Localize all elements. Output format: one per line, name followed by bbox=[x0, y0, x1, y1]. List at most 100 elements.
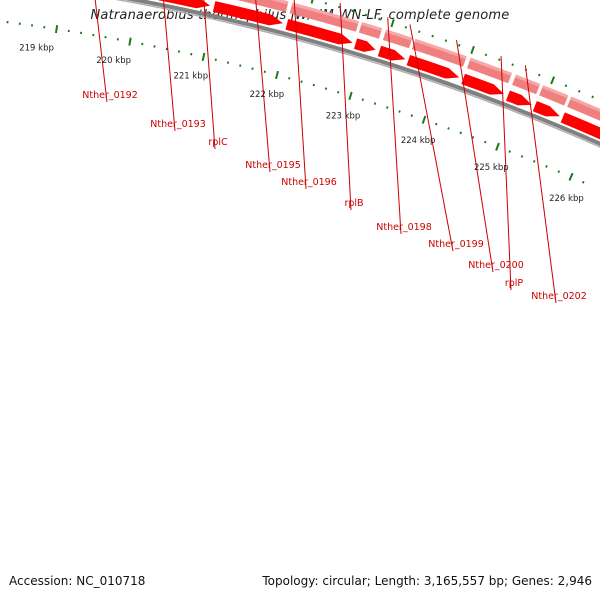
scale-tick bbox=[54, 24, 59, 34]
scale-tick bbox=[351, 9, 354, 13]
scale-tick bbox=[511, 63, 514, 67]
scale-tick bbox=[348, 91, 353, 101]
gene-arrow bbox=[560, 112, 600, 140]
gene-leader-line bbox=[409, 24, 454, 252]
gene-label[interactable]: Nther_0198 bbox=[376, 222, 432, 233]
gene-leader-line bbox=[203, 0, 216, 150]
scale-label: 223 kbp bbox=[326, 112, 361, 122]
gene-label[interactable]: rplP bbox=[505, 278, 524, 289]
outer-gene-segment bbox=[467, 57, 512, 84]
scale-tick bbox=[226, 61, 230, 64]
scale-tick bbox=[310, 0, 314, 4]
gene-label[interactable]: Nther_0196 bbox=[281, 177, 337, 188]
gene-leader-line bbox=[94, 0, 108, 103]
scale-tick bbox=[498, 58, 501, 62]
gene-arrow bbox=[212, 1, 283, 26]
scale-tick bbox=[470, 45, 475, 55]
gene-arrow bbox=[406, 54, 460, 79]
inner-tick-row bbox=[6, 20, 585, 184]
gene-leader-line bbox=[339, 3, 352, 211]
outer-gene-segment bbox=[539, 85, 569, 106]
gene-label[interactable]: Nther_0193 bbox=[150, 119, 206, 130]
scale-tick bbox=[550, 76, 556, 85]
scale-label: 219 kbp bbox=[19, 43, 54, 53]
outer-gene-highlight bbox=[542, 85, 569, 99]
scale-tick bbox=[431, 34, 434, 38]
outer-gene-segment bbox=[567, 96, 600, 121]
gene-label[interactable]: Nther_0200 bbox=[468, 260, 524, 271]
scale-tick bbox=[484, 53, 488, 57]
outer-gene-segment bbox=[382, 29, 413, 49]
gene-leader-line bbox=[456, 39, 494, 273]
scale-tick bbox=[404, 26, 408, 29]
outer-gene-segment bbox=[411, 38, 467, 67]
scale-tick bbox=[578, 89, 581, 93]
gene-label[interactable]: Nther_0202 bbox=[531, 291, 587, 302]
scale-tick bbox=[263, 70, 266, 74]
scale-tick bbox=[288, 76, 291, 80]
gene-label[interactable]: rplC bbox=[208, 137, 228, 148]
scale-tick bbox=[338, 5, 341, 9]
scale-tick bbox=[447, 127, 450, 130]
scale-tick bbox=[201, 52, 206, 62]
scale-tick bbox=[300, 80, 303, 83]
scale-tick bbox=[564, 84, 568, 88]
scale-tick bbox=[591, 95, 594, 99]
scale-tick bbox=[421, 115, 427, 124]
gene-label[interactable]: Nther_0192 bbox=[82, 90, 138, 101]
outer-gene-highlight bbox=[270, 0, 289, 5]
scale-tick bbox=[373, 102, 377, 105]
outer-gene-highlight bbox=[361, 22, 383, 32]
scale-tick bbox=[239, 64, 242, 67]
scale-label: 222 kbp bbox=[250, 90, 285, 100]
scale-label: 226 kbp bbox=[549, 194, 584, 204]
outer-gene-highlight bbox=[570, 96, 600, 113]
scale-tick bbox=[545, 165, 548, 168]
scale-tick bbox=[418, 30, 421, 34]
outer-gene-highlight bbox=[385, 29, 413, 41]
gene-leader-line bbox=[293, 0, 307, 190]
genome-backbone bbox=[114, 0, 600, 148]
gene-leader-line bbox=[500, 56, 512, 291]
scale-tick bbox=[508, 150, 511, 153]
genome-summary: Topology: circular; Length: 3,165,557 bp… bbox=[262, 574, 592, 588]
gene-leader-line bbox=[255, 0, 271, 173]
accession-text: Accession: NC_010718 bbox=[9, 574, 146, 588]
gene-leader-line bbox=[387, 17, 402, 235]
scale-tick bbox=[484, 140, 487, 144]
gene-arrow bbox=[505, 90, 532, 106]
scale-tick bbox=[410, 114, 413, 117]
scale-label: 224 kbp bbox=[401, 136, 436, 146]
scale-label: 220 kbp bbox=[96, 56, 131, 66]
scale-tick bbox=[398, 110, 401, 113]
scale-tick bbox=[361, 98, 364, 102]
gene-label[interactable]: Nther_0199 bbox=[428, 239, 484, 250]
scale-tick bbox=[364, 13, 368, 17]
gene-leader-line bbox=[524, 65, 557, 304]
outer-gene-segment bbox=[236, 0, 289, 13]
scale-tick bbox=[275, 70, 280, 80]
gene-arrow bbox=[353, 38, 376, 52]
scale-tick bbox=[386, 106, 389, 109]
scale-tick bbox=[324, 2, 328, 5]
gene-label-leaders bbox=[94, 0, 557, 304]
outer-gene-segment bbox=[358, 22, 383, 39]
scale-tick bbox=[495, 142, 500, 151]
gene-arrow bbox=[158, 0, 211, 9]
scale-label: 225 kbp bbox=[474, 163, 509, 173]
scale-tick bbox=[538, 73, 541, 77]
scale-tick bbox=[337, 90, 340, 94]
outer-gene-segment bbox=[512, 74, 541, 95]
gene-label[interactable]: rplB bbox=[344, 198, 363, 209]
gene-arrow bbox=[461, 73, 504, 95]
scale-tick bbox=[128, 37, 132, 46]
outer-gene-track bbox=[236, 0, 600, 121]
gene-label[interactable]: Nther_0195 bbox=[245, 160, 301, 171]
scale-tick bbox=[458, 43, 461, 47]
scale-tick bbox=[390, 18, 395, 28]
scale-tick bbox=[459, 131, 462, 135]
outer-gene-highlight bbox=[291, 2, 359, 25]
scale-tick bbox=[581, 180, 585, 184]
